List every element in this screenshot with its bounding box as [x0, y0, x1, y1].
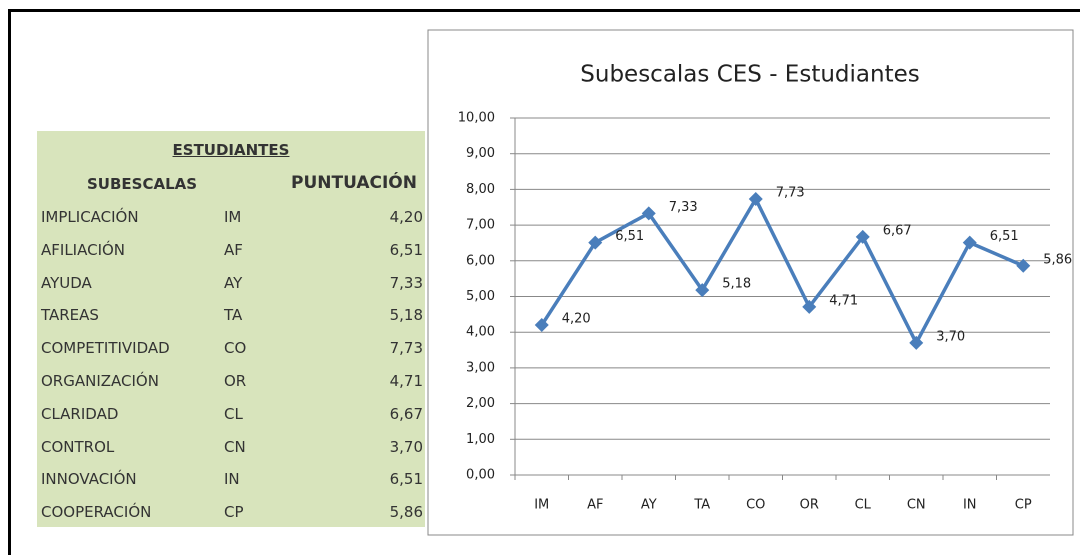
line — [540, 195, 1024, 347]
x-tick-label: CO — [746, 498, 765, 513]
y-tick-label: 2,00 — [466, 396, 495, 411]
subscale-name: CLARIDAD — [41, 404, 119, 423]
data-label: 6,51 — [615, 229, 644, 244]
subscale-code: TA — [224, 306, 243, 325]
chart-title: Subescalas CES - Estudiantes — [580, 62, 919, 88]
data-label: 7,33 — [669, 200, 698, 215]
subscale-name: CONTROL — [41, 437, 115, 456]
data-table: ESTUDIANTES SUBESCALAS PUNTUACIÓN IMPLICACI… — [37, 131, 425, 527]
marker — [695, 283, 710, 298]
x-tick-label: CP — [1015, 498, 1032, 513]
y-tick-label: 4,00 — [466, 325, 495, 340]
score: 6,51 — [389, 240, 423, 259]
marker — [909, 335, 924, 350]
data-label: 4,20 — [562, 312, 591, 327]
subscale-code: IN — [224, 470, 240, 489]
score: 6,67 — [389, 404, 423, 423]
x-tick-label: TA — [693, 498, 710, 513]
y-tick-label: 7,00 — [466, 218, 495, 233]
marker — [962, 235, 977, 250]
y-tick-label: 5,00 — [466, 289, 495, 304]
score: 6,51 — [389, 470, 423, 489]
x-tick-label: AF — [587, 498, 603, 513]
data-label: 3,70 — [936, 329, 965, 344]
y-tick-label: 8,00 — [466, 182, 495, 197]
data-label: 6,67 — [883, 223, 912, 238]
marker — [855, 229, 870, 244]
y-tick-label: 0,00 — [466, 468, 495, 483]
marker — [802, 299, 817, 314]
subscale-code: AF — [224, 240, 243, 259]
data-label: 6,51 — [990, 229, 1019, 244]
y-tick-label: 3,00 — [466, 360, 495, 375]
score: 7,73 — [389, 339, 423, 358]
marker — [748, 192, 763, 207]
score: 5,18 — [389, 306, 423, 325]
marker — [641, 206, 656, 221]
y-tick-label: 1,00 — [466, 432, 495, 447]
score: 3,70 — [389, 437, 423, 456]
chart-area — [427, 29, 1074, 536]
subscale-code: CN — [224, 437, 246, 456]
subscale-code: CL — [224, 404, 243, 423]
subscale-code: IM — [224, 208, 242, 226]
subscale-code: AY — [224, 273, 243, 292]
subscale-code: CP — [224, 503, 244, 522]
marker — [588, 235, 603, 250]
subscale-name: AYUDA — [41, 273, 92, 292]
score: 4,20 — [389, 208, 423, 226]
score: 5,86 — [389, 503, 423, 522]
subscale-code: OR — [224, 372, 247, 390]
table-title: ESTUDIANTES — [172, 141, 290, 159]
score: 7,33 — [389, 273, 423, 292]
subscale-name: TAREAS — [41, 306, 99, 325]
subscale-name: COMPETITIVIDAD — [41, 339, 170, 358]
y-tick-label: 9,00 — [466, 146, 495, 161]
x-tick-label: IN — [963, 498, 977, 513]
x-tick-label: CL — [855, 498, 872, 513]
data-label: 7,73 — [776, 186, 805, 201]
x-tick-label: OR — [800, 498, 819, 513]
subscale-name: AFILIACIÓN — [41, 240, 126, 259]
data-label: 5,86 — [1043, 252, 1072, 267]
column-header: PUNTUACIÓN — [290, 173, 417, 193]
sheet-frame — [8, 9, 1080, 555]
subscale-name: COOPERACIÓN — [41, 503, 152, 522]
subscale-name: ORGANIZACIÓN — [41, 372, 159, 390]
x-tick-label: CN — [907, 498, 926, 513]
subscale-code: CO — [224, 339, 247, 358]
subscale-name: IMPLICACIÓN — [41, 208, 139, 226]
data-label: 4,71 — [829, 293, 858, 308]
marker — [1016, 258, 1031, 273]
x-tick-label: AY — [641, 498, 657, 513]
column-header: SUBESCALAS — [87, 175, 198, 193]
subscale-name: INNOVACIÓN — [41, 470, 137, 489]
y-tick-label: 10,00 — [458, 111, 495, 126]
x-tick-label: IM — [534, 498, 549, 513]
marker — [534, 318, 549, 333]
data-label: 5,18 — [722, 277, 751, 292]
y-tick-label: 6,00 — [466, 253, 495, 268]
score: 4,71 — [389, 372, 423, 390]
